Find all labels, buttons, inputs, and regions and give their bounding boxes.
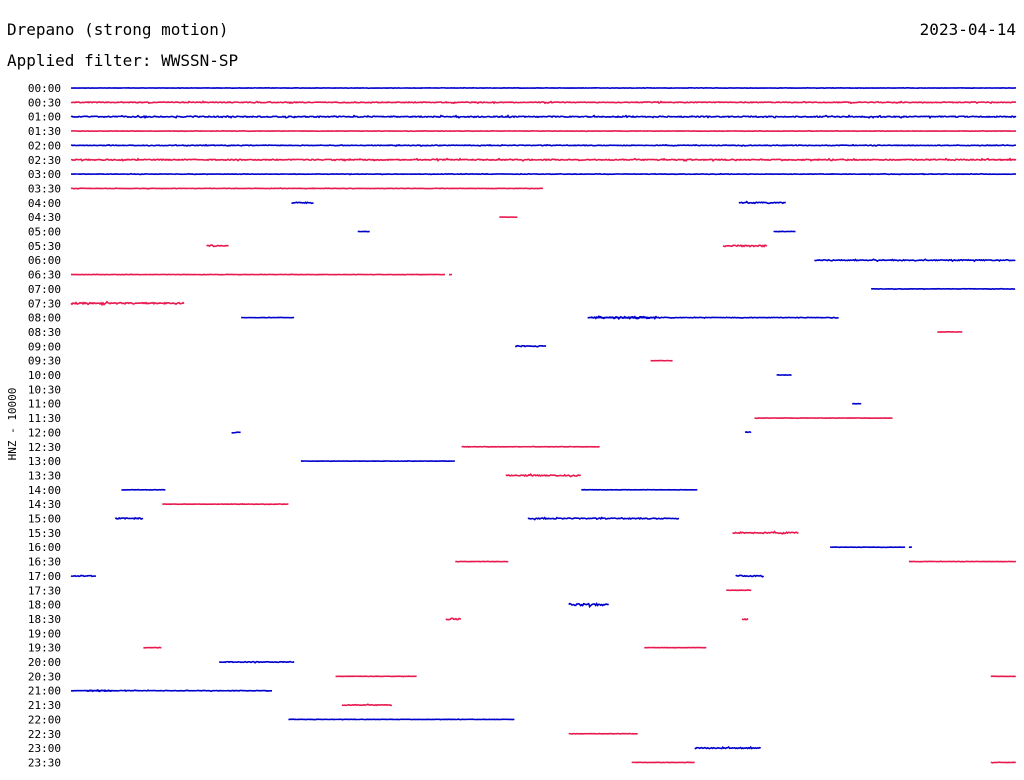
row-time-label: 21:30: [28, 699, 61, 712]
trace-segment: [70, 300, 185, 307]
filter-label: Applied filter: WWSSN-SP: [7, 51, 238, 70]
row-time-label: 04:00: [28, 197, 61, 210]
date-label: 2023-04-14: [920, 20, 1016, 39]
trace-segment: [70, 86, 1017, 90]
trace-segment: [70, 129, 1017, 133]
row-time-label: 14:00: [28, 484, 61, 497]
trace-segment: [830, 546, 906, 549]
trace-segment: [70, 187, 544, 190]
row-time-label: 20:30: [28, 670, 61, 683]
row-time-label: 19:00: [28, 627, 61, 640]
trace-segment: [568, 602, 609, 609]
row-time-label: 12:30: [28, 441, 61, 454]
row-time-label: 12:00: [28, 426, 61, 439]
trace-segment: [291, 201, 314, 205]
row-time-label: 14:30: [28, 498, 61, 511]
row-time-label: 15:30: [28, 527, 61, 540]
trace-segment: [288, 718, 515, 721]
row-time-label: 10:00: [28, 369, 61, 382]
row-time-label: 15:00: [28, 513, 61, 526]
trace-segment: [461, 445, 600, 448]
trace-segment: [735, 574, 765, 578]
row-time-label: 09:30: [28, 355, 61, 368]
trace-segment: [162, 503, 289, 506]
trace-segment: [206, 244, 229, 248]
trace-segment: [871, 287, 1016, 291]
trace-segment: [143, 646, 162, 649]
station-title: Drepano (strong motion): [7, 20, 229, 39]
trace-segment: [694, 745, 761, 750]
row-time-label: 07:00: [28, 283, 61, 296]
row-time-label: 02:00: [28, 139, 61, 152]
row-time-label: 08:30: [28, 326, 61, 339]
row-time-label: 03:00: [28, 168, 61, 181]
trace-segment: [732, 530, 799, 535]
row-time-label: 18:00: [28, 599, 61, 612]
trace-segment: [70, 114, 1017, 120]
row-time-label: 06:30: [28, 269, 61, 282]
trace-segment: [70, 100, 1017, 105]
trace-segment: [590, 315, 657, 321]
trace-segment: [114, 516, 144, 521]
trace-segment: [341, 703, 393, 707]
row-time-label: 20:00: [28, 656, 61, 669]
row-time-label: 05:30: [28, 240, 61, 253]
row-time-label: 00:00: [28, 82, 61, 95]
row-time-label: 04:30: [28, 211, 61, 224]
trace-segment: [514, 344, 547, 348]
trace-segment: [527, 516, 680, 521]
y-axis-label: HNZ - 10000: [6, 388, 19, 461]
row-time-label: 17:30: [28, 584, 61, 597]
row-time-label: 17:00: [28, 570, 61, 583]
row-time-label: 23:30: [28, 756, 61, 769]
trace-segment: [908, 560, 1016, 563]
trace-segment: [581, 488, 698, 491]
row-time-label: 03:30: [28, 182, 61, 195]
row-time-label: 01:00: [28, 111, 61, 124]
trace-segment: [722, 244, 768, 248]
trace-segment: [231, 431, 241, 434]
row-time-label: 02:30: [28, 154, 61, 167]
trace-segment: [744, 431, 752, 434]
row-time-label: 10:30: [28, 383, 61, 396]
seismic-traces: [70, 86, 1017, 764]
row-time-label: 08:00: [28, 312, 61, 325]
row-time-label: 11:00: [28, 398, 61, 411]
trace-segment: [738, 200, 786, 205]
trace-segment: [445, 617, 462, 621]
row-time-label: 11:30: [28, 412, 61, 425]
trace-segment: [121, 488, 166, 491]
row-time-label: 21:00: [28, 685, 61, 698]
row-time-label: 01:30: [28, 125, 61, 138]
trace-segment: [70, 172, 1017, 176]
row-time-label: 06:00: [28, 254, 61, 267]
trace-segment: [70, 273, 446, 276]
row-time-label: 22:30: [28, 728, 61, 741]
row-time-label: 09:00: [28, 340, 61, 353]
row-time-label: 19:30: [28, 642, 61, 655]
row-time-label: 18:30: [28, 613, 61, 626]
trace-segment: [814, 258, 1016, 263]
trace-segment: [631, 761, 695, 764]
row-time-label: 23:00: [28, 742, 61, 755]
row-time-label: 13:00: [28, 455, 61, 468]
trace-segment: [219, 660, 295, 664]
trace-segment: [70, 157, 1017, 163]
trace-segment: [741, 617, 749, 621]
row-time-label: 07:30: [28, 297, 61, 310]
row-time-label: 16:00: [28, 541, 61, 554]
row-time-label: 00:30: [28, 96, 61, 109]
row-time-label: 22:00: [28, 713, 61, 726]
trace-segment: [70, 574, 97, 578]
row-time-label: 16:30: [28, 556, 61, 569]
row-time-label: 05:00: [28, 226, 61, 239]
trace-segment: [86, 689, 113, 693]
trace-segment: [70, 143, 1017, 147]
trace-segment: [505, 473, 582, 478]
row-time-label: 13:30: [28, 469, 61, 482]
